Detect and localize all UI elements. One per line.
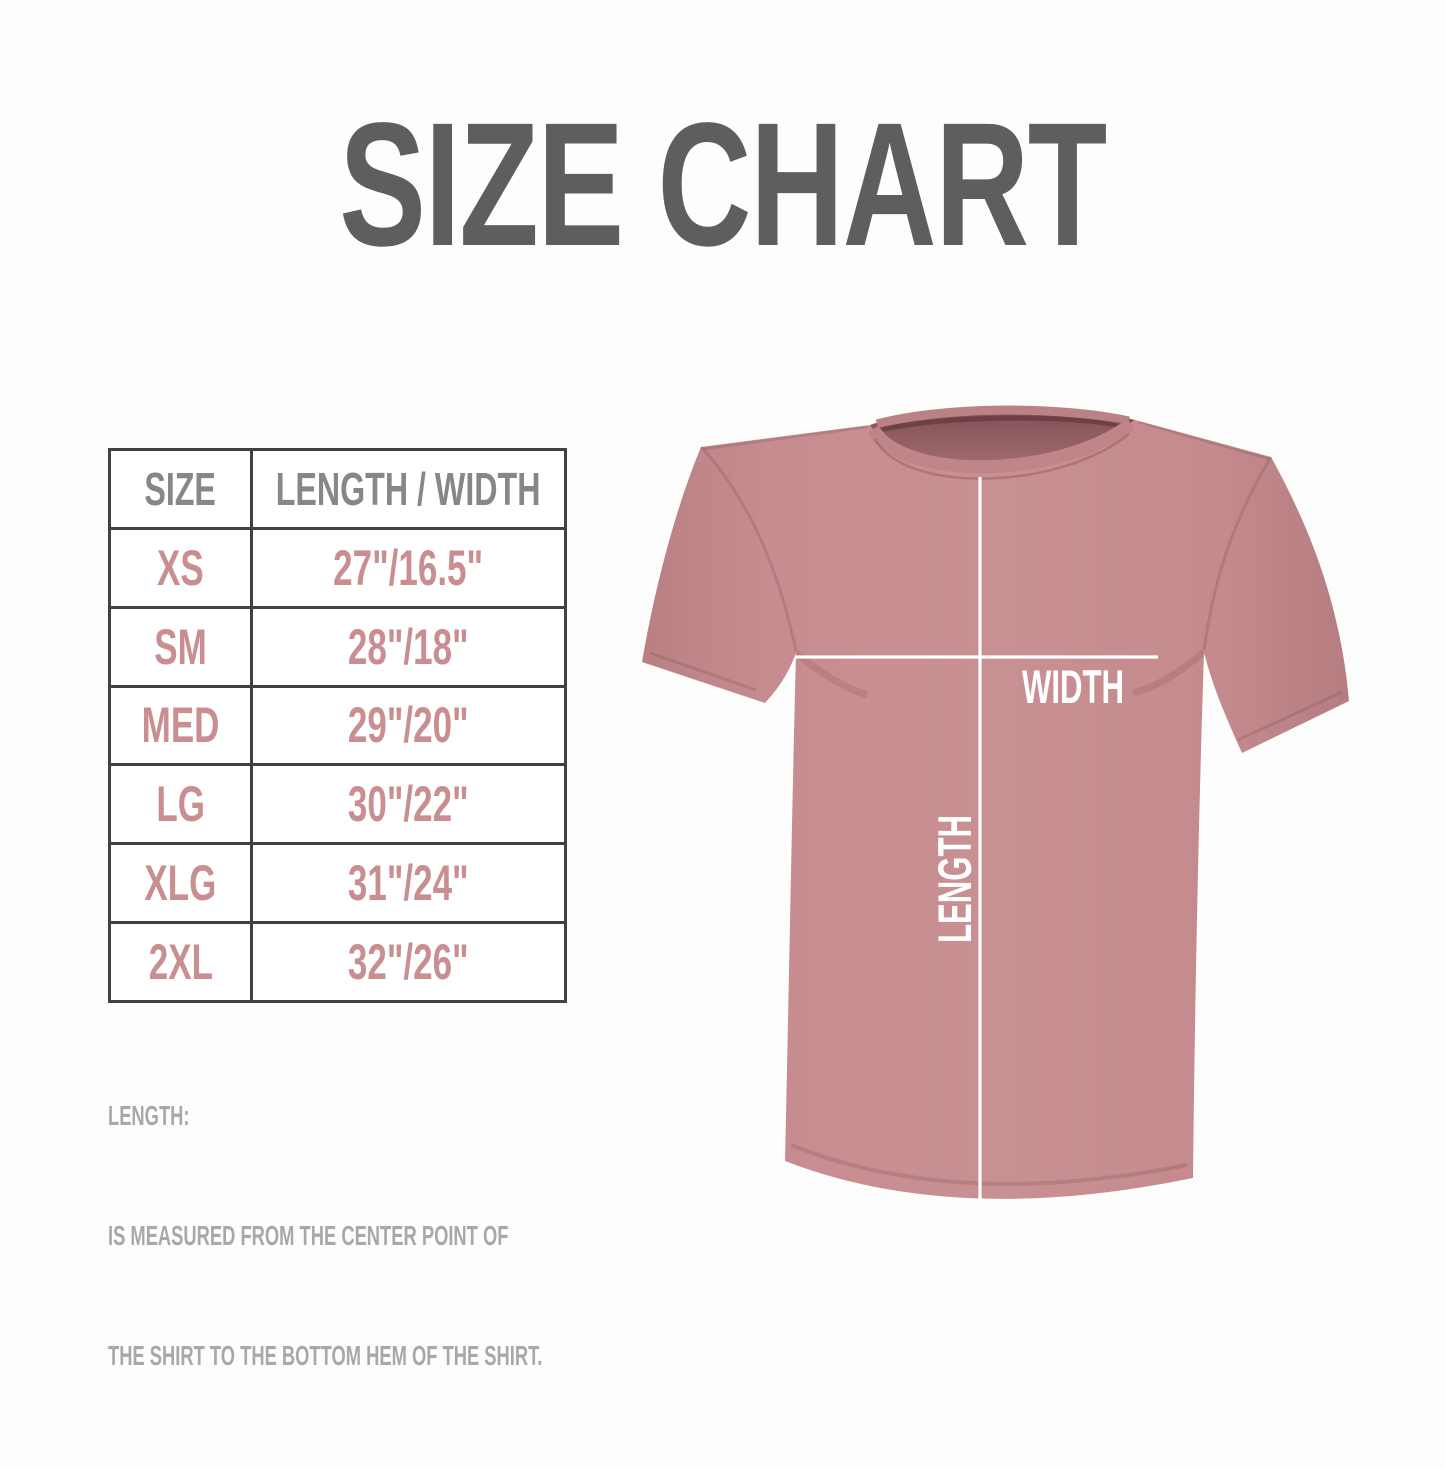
page-title: SIZE CHART [339, 87, 1107, 283]
right-cuff-seam [1237, 690, 1343, 742]
length-note-line2: THE SHIRT TO THE BOTTOM HEM OF THE SHIRT… [108, 1340, 543, 1371]
tshirt-photo: WIDTH LENGTH [642, 405, 1349, 1201]
table-row-med-size: MED [111, 687, 250, 764]
right-sleeve-seam [1202, 456, 1273, 651]
table-row-med-measure: 29"/20" [253, 687, 564, 764]
size-table: SIZE LENGTH / WIDTH XS 27"/16.5" SM 28"/… [108, 448, 567, 1003]
left-shoulder-seam [702, 425, 868, 451]
length-label: LENGTH [928, 815, 981, 943]
table-row-xs-measure: 27"/16.5" [253, 529, 564, 606]
back-collar-shadow [878, 415, 1126, 433]
left-cuff-seam [649, 651, 757, 692]
tshirt-body [642, 420, 1349, 1199]
table-row-xlg-size: XLG [111, 845, 250, 922]
measurement-notes: LENGTH: IS MEASURED FROM THE CENTER POIN… [108, 1016, 808, 1469]
table-row-lg-measure: 30"/22" [253, 766, 564, 843]
left-armpit-crease [793, 650, 869, 699]
size-table-header-size: SIZE [111, 451, 250, 527]
right-armpit-crease [1132, 649, 1207, 697]
right-shoulder-seam [1137, 420, 1270, 461]
collar-band [867, 418, 1135, 474]
length-note: LENGTH: IS MEASURED FROM THE CENTER POIN… [108, 1016, 567, 1456]
table-row-xs-size: XS [111, 529, 250, 606]
length-note-line1: IS MEASURED FROM THE CENTER POINT OF [108, 1220, 509, 1251]
table-row-sm-measure: 28"/18" [253, 608, 564, 685]
table-row-sm-size: SM [111, 608, 250, 685]
table-row-xlg-measure: 31"/24" [253, 845, 564, 922]
left-sleeve-seam [699, 445, 798, 652]
length-note-title: LENGTH: [108, 1100, 190, 1131]
hem-seam [790, 1143, 1188, 1186]
width-label: WIDTH [1022, 660, 1124, 713]
table-row-2xl-measure: 32"/26" [253, 924, 564, 1000]
table-row-2xl-size: 2XL [111, 924, 250, 1000]
size-table-header-length-width: LENGTH / WIDTH [253, 451, 564, 527]
table-row-lg-size: LG [111, 766, 250, 843]
back-collar [875, 405, 1130, 429]
collar-seam [873, 433, 1130, 480]
tshirt-diagram: WIDTH LENGTH [605, 385, 1365, 1220]
